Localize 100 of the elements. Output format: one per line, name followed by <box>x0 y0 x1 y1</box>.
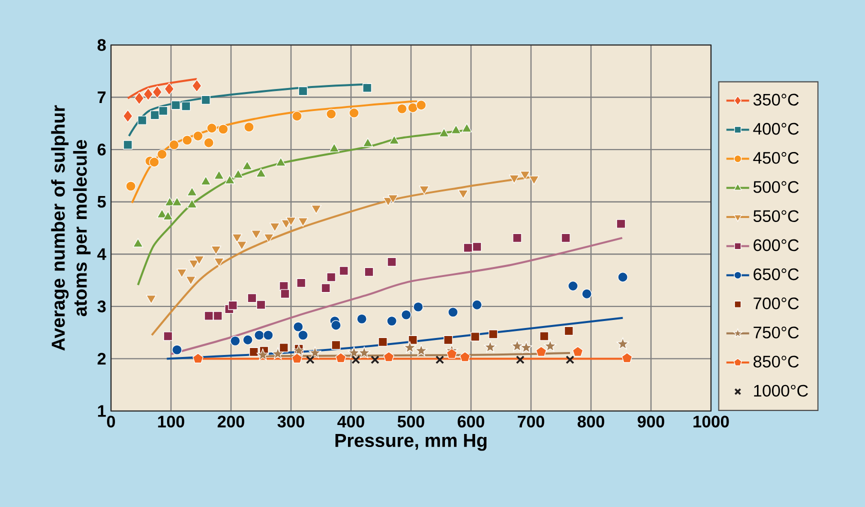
point <box>536 346 547 357</box>
legend-label: 350°C <box>753 94 799 106</box>
point <box>192 79 202 92</box>
point <box>204 311 214 320</box>
point <box>233 169 244 178</box>
legend-label: 450°C <box>753 152 799 164</box>
legend-label: 600°C <box>754 239 799 252</box>
point <box>298 330 308 340</box>
point <box>249 347 258 357</box>
x-tick-label: 0 <box>107 416 115 428</box>
y-axis-title: Average number of sulphur atoms per molecule <box>51 105 91 351</box>
x-tick-label: 400 <box>337 416 364 428</box>
x-tick-label: 300 <box>277 416 304 428</box>
point <box>292 344 305 356</box>
x-tick-label: 800 <box>578 416 604 428</box>
point <box>618 272 628 282</box>
point <box>472 300 482 310</box>
point <box>616 338 629 350</box>
point <box>370 355 380 364</box>
point <box>172 196 182 206</box>
point <box>256 168 266 178</box>
point <box>386 316 397 326</box>
point <box>383 351 394 362</box>
point <box>331 340 341 350</box>
point <box>292 353 302 364</box>
point <box>622 352 632 363</box>
point <box>329 143 340 152</box>
point <box>149 156 160 168</box>
point <box>134 92 144 105</box>
point <box>242 160 252 170</box>
point <box>351 355 360 364</box>
point <box>463 243 473 252</box>
point <box>163 332 173 341</box>
legend-label: 700°C <box>754 298 799 310</box>
point <box>568 280 578 292</box>
point <box>156 149 168 160</box>
point <box>582 288 592 300</box>
point <box>415 344 428 356</box>
point <box>256 300 266 310</box>
y-tick-label: 5 <box>98 196 106 208</box>
x-tick-label: 100 <box>158 416 184 428</box>
y-tick-label: 3 <box>97 300 106 312</box>
point <box>182 135 192 146</box>
legend-label: 500°C <box>753 181 799 193</box>
point <box>150 110 160 120</box>
point <box>438 128 450 138</box>
point <box>356 314 367 324</box>
point <box>186 187 198 196</box>
point <box>152 86 162 99</box>
y-tick-label: 2 <box>98 352 106 365</box>
point <box>164 82 174 96</box>
y-tick-label: 8 <box>98 39 106 51</box>
point <box>206 122 217 134</box>
line-series <box>166 316 624 360</box>
x-tick-label: 600 <box>458 416 484 428</box>
point <box>488 330 498 339</box>
point <box>446 348 458 359</box>
point <box>448 307 458 318</box>
point <box>512 233 522 243</box>
point <box>396 104 408 114</box>
point <box>462 123 472 132</box>
point <box>292 110 302 122</box>
point <box>450 124 462 134</box>
point <box>564 326 574 336</box>
point <box>247 293 257 303</box>
point <box>224 175 235 184</box>
point <box>358 346 370 358</box>
point <box>192 130 204 142</box>
point <box>186 199 198 208</box>
point <box>566 355 574 364</box>
legend-label: 400°C <box>753 122 799 135</box>
legend-label: 750°C <box>754 326 799 338</box>
x-tick-label: 500 <box>398 416 424 428</box>
point <box>293 322 304 332</box>
point <box>280 289 290 298</box>
point <box>230 336 240 346</box>
point <box>138 116 147 125</box>
point <box>242 334 253 346</box>
point <box>213 311 222 320</box>
point <box>146 294 156 304</box>
point <box>306 355 315 364</box>
point <box>172 344 182 355</box>
point <box>389 135 400 144</box>
point <box>435 355 444 364</box>
point <box>330 320 342 330</box>
point <box>339 266 348 276</box>
point <box>279 281 288 291</box>
point <box>279 343 288 352</box>
x-tick-label: 900 <box>638 416 664 428</box>
point <box>616 219 626 228</box>
point <box>204 138 214 148</box>
point <box>544 340 556 352</box>
point <box>132 238 144 248</box>
point <box>126 181 136 192</box>
point <box>408 102 418 113</box>
point <box>540 332 549 341</box>
point <box>263 330 274 340</box>
point <box>308 346 322 358</box>
point <box>362 83 372 92</box>
y-tick-label: 7 <box>98 92 106 104</box>
